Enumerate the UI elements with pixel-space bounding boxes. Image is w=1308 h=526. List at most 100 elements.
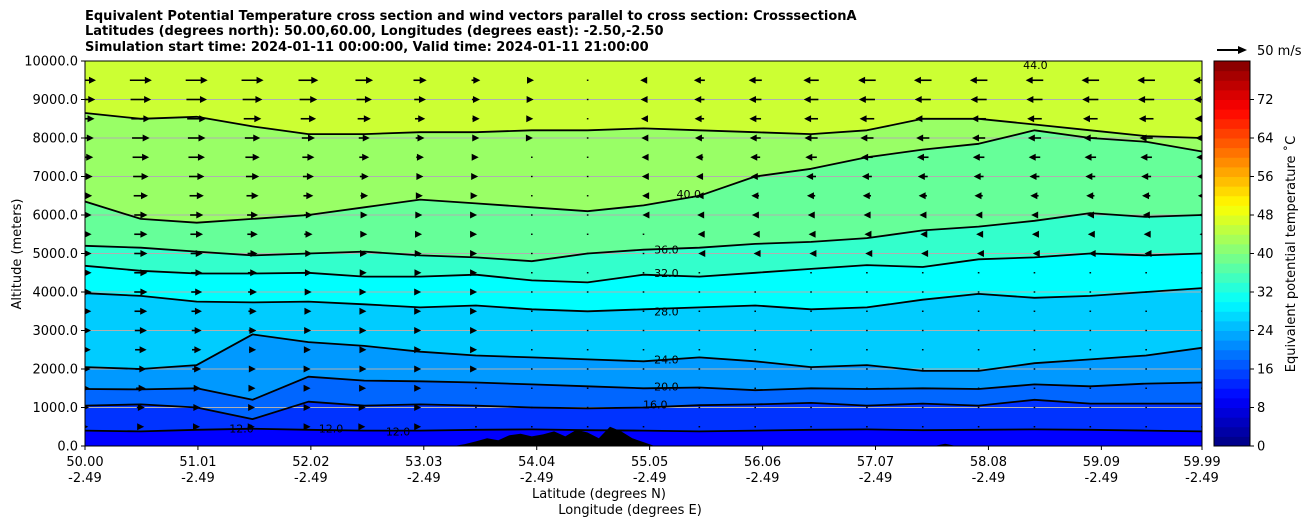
colorbar-segment [1214,243,1250,254]
wind-vector-head [196,211,204,219]
wind-vector-head [359,384,367,392]
y-axis: 0.0 1000.0 2000.0 3000.0 4000.0 5000.0 6000.0 7… [24,55,85,455]
wind-vector-head [470,192,478,200]
wind-vector-head [140,211,148,219]
wind-vector-head [804,115,812,123]
contour-line-28.0 [85,287,1202,313]
contour-label-44.0: 44.0 [1023,59,1048,72]
chart-title-line-2: Latitudes (degrees north): 50.00,60.00, … [85,24,664,39]
wind-vector-head [1198,213,1202,217]
wind-vector-head [414,327,422,334]
wind-vector-head [200,76,208,84]
x-tick-label-lat: 54.04 [518,455,555,470]
colorbar-tick-label: 32 [1257,286,1274,301]
wind-vector-head [472,115,480,123]
wind-vector-head [1197,174,1202,179]
colorbar-segment [1214,176,1250,187]
wind-vector-head [418,115,426,123]
colorbar-tick-label: 48 [1257,209,1274,224]
wind-vector-head [303,346,311,354]
y-tick-label: 7000.0 [33,170,79,185]
wind-vector-head [858,96,866,103]
wind-vector-head [471,173,479,180]
wind-vector-head [364,96,372,103]
wind-vector-head [1142,211,1150,219]
x-tick-label-lon: -2.49 [859,471,893,486]
x-tick-label-lat: 59.09 [1083,455,1120,470]
colorbar-segment [1214,157,1250,168]
wind-vector-head [253,134,261,142]
wind-vector-head [361,192,369,200]
wind-vector-head [144,76,152,84]
wind-vector-head [470,250,478,257]
wind-vector-head [1139,134,1147,142]
x-tick-label-lat: 59.99 [1183,455,1220,470]
wind-vector-head [139,365,147,373]
wind-vector-head [640,76,648,84]
wind-vector-head [85,192,93,200]
colorbar-tick-label: 16 [1257,363,1274,378]
wind-vector-head [472,96,480,103]
wind-vector-head [85,173,93,180]
wind-vector-head [1083,134,1091,142]
wind-vector-head [362,134,370,142]
wind-vector-head [861,173,869,180]
wind-vector-head [414,384,422,392]
wind-vector-head [809,250,817,257]
wind-vector-head [971,115,979,123]
wind-vector-head [641,173,649,180]
wind-vector-head [1082,115,1090,123]
wind-vector-head [193,384,201,392]
wind-vector-head [1086,192,1094,200]
colorbar-tick-label: 72 [1257,93,1274,108]
wind-vector-head [1193,76,1201,84]
colorbar-segment [1214,417,1250,428]
wind-vector-head [85,385,90,391]
wind-vector-head [359,288,367,296]
contour-label-36.0: 36.0 [654,244,679,257]
colorbar-segment [1214,340,1250,351]
wind-vector-head [1026,96,1034,103]
wind-vector-head [249,346,257,354]
wind-vector-head [309,115,317,123]
wind-vector-head [919,211,927,219]
colorbar-tick-label: 64 [1257,132,1274,147]
wind-vector-head [250,269,258,277]
chart-title-line-1: Equivalent Potential Temperature cross s… [85,9,857,24]
contour-label-12.0: 12.0 [319,423,344,436]
wind-vector-head [306,173,314,180]
wind-vector-head [642,211,650,219]
x-tick-label-lat: 58.08 [970,455,1007,470]
x-tick-label-lon: -2.49 [972,471,1006,486]
wind-vector-head [417,134,425,142]
wind-vector-head [305,211,313,219]
wind-vector-head [1081,76,1089,84]
wind-vector-head [418,96,426,103]
wind-vector-head [141,173,149,180]
wind-vector-head [252,153,260,161]
wind-vector-head [1084,153,1092,161]
colorbar-segment [1214,70,1250,81]
wind-vector-head [140,307,148,315]
wind-vector-head [920,230,928,238]
wind-vector-head [414,365,422,373]
contour-line-24.0 [85,333,1202,372]
quiver-key-arrowhead [1238,46,1247,54]
wind-vector-head [806,192,814,200]
wind-vector-head [196,192,204,200]
wind-vector-head [527,76,534,84]
x-tick-label-lon: -2.49 [1185,471,1219,486]
colorbar-segment [1214,292,1250,303]
wind-vector-head [419,76,427,84]
wind-vectors [85,76,1202,431]
wind-vector-head [472,134,480,142]
theta-e-band-5 [85,253,1202,312]
wind-vector-head [143,115,151,123]
wind-vector-head [360,250,367,257]
wind-vector-head [307,153,315,161]
contour-label-12.0: 12.0 [386,425,411,438]
colorbar-segment [1214,147,1250,158]
wind-vector-head [358,423,366,431]
x-tick-label-lat: 52.02 [292,455,329,470]
